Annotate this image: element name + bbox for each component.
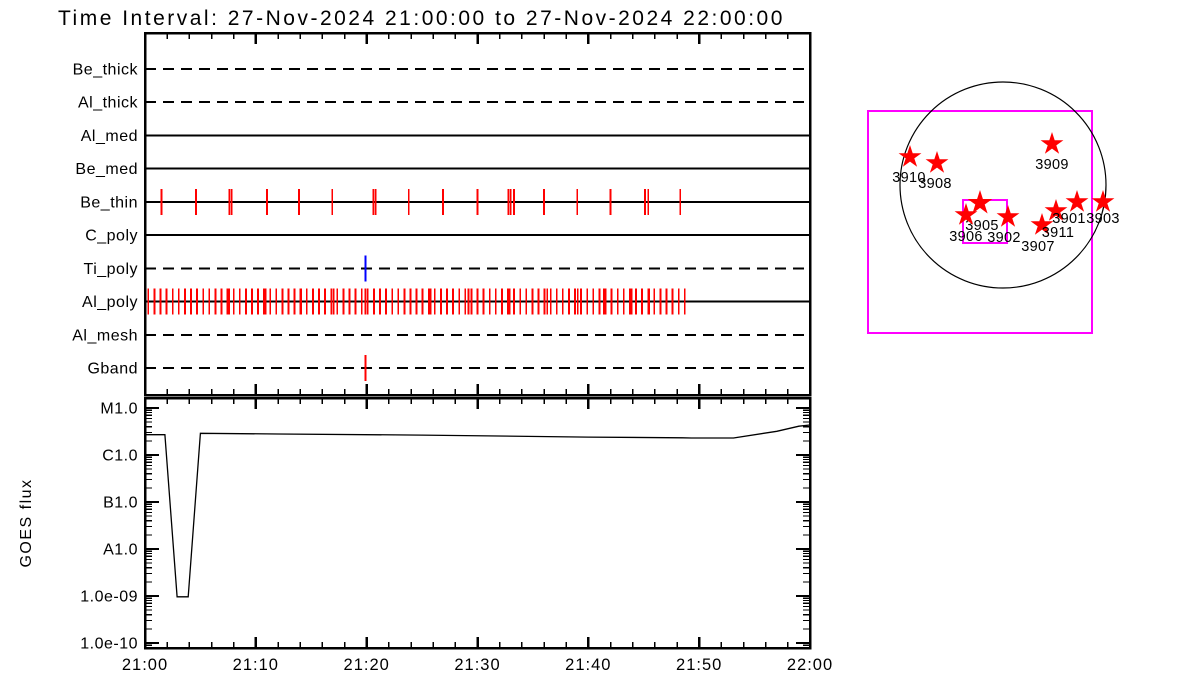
- filter-row-label-Be_med: Be_med: [75, 161, 138, 178]
- y-tick-label: 1.0e-10: [80, 636, 138, 653]
- x-tick-label: 21:20: [344, 656, 390, 674]
- filter-row-label-Al_thick: Al_thick: [78, 95, 139, 112]
- active-region-label-3901: 3901: [1052, 211, 1085, 227]
- y-tick-label: A1.0: [103, 542, 138, 559]
- active-region-star-3901: [1065, 190, 1089, 212]
- active-region-label-3905: 3905: [965, 218, 998, 234]
- x-tick-label: 21:30: [454, 656, 500, 674]
- filter-row-label-Ti_poly: Ti_poly: [84, 261, 138, 278]
- x-tick-label: 21:00: [122, 656, 168, 674]
- y-tick-label: M1.0: [100, 401, 138, 418]
- filter-row-label-Al_med: Al_med: [81, 128, 138, 145]
- active-region-star-3905: [967, 190, 993, 214]
- active-region-star-3910: [898, 145, 922, 167]
- filter-row-label-Al_mesh: Al_mesh: [72, 327, 138, 344]
- x-tick-label: 22:00: [787, 656, 833, 674]
- active-region-star-3906: [954, 203, 978, 225]
- goes-y-axis-title: GOES flux: [18, 478, 35, 567]
- active-region-label-3907: 3907: [1021, 239, 1054, 255]
- active-region-label-3909: 3909: [1035, 157, 1068, 173]
- active-region-star-3909: [1040, 132, 1064, 154]
- filter-row-label-Be_thin: Be_thin: [80, 194, 138, 211]
- y-tick-label: 1.0e-09: [80, 589, 138, 606]
- x-tick-label: 21:50: [676, 656, 722, 674]
- y-tick-label: B1.0: [103, 495, 138, 512]
- x-tick-label: 21:10: [233, 656, 279, 674]
- active-region-label-3911: 3911: [1042, 225, 1074, 241]
- active-region-star-3907: [1030, 213, 1054, 235]
- goes-flux-panel: M1.0 C1.0 B1.0 A1.0 1.0e-09 1.0e-10 21:00 21:10…: [80, 396, 833, 674]
- filter-timeline-panel: Be_thick Al_thick Al_med Be_med Be_thin C_pol…: [72, 31, 812, 397]
- active-region-label-3902: 3902: [987, 230, 1020, 246]
- filter-row-label-Gband: Gband: [87, 360, 138, 377]
- plot-title: Time Interval: 27-Nov-2024 21:00:00 to 2…: [58, 7, 785, 30]
- goes-flux-curve: [145, 424, 811, 598]
- active-region-label-3903: 3903: [1086, 211, 1119, 227]
- active-region-star-3903: [1091, 190, 1115, 212]
- active-region-star-3902: [996, 205, 1020, 227]
- active-region-label-3906: 3906: [949, 229, 982, 245]
- fov-box-outer: [867, 110, 1093, 334]
- filter-row-label-Be_thick: Be_thick: [73, 62, 139, 79]
- filter-row-label-Al_poly: Al_poly: [82, 294, 138, 311]
- active-region-star-3911: [1044, 199, 1068, 221]
- active-region-label-3910: 3910: [892, 170, 925, 186]
- active-region-label-3908: 3908: [918, 176, 951, 192]
- x-tick-label: 21:40: [565, 656, 611, 674]
- y-tick-label: C1.0: [102, 448, 138, 465]
- active-region-star-3908: [925, 151, 949, 173]
- solar-limb-circle: [899, 81, 1107, 289]
- filter-row-label-C_poly: C_poly: [85, 228, 138, 245]
